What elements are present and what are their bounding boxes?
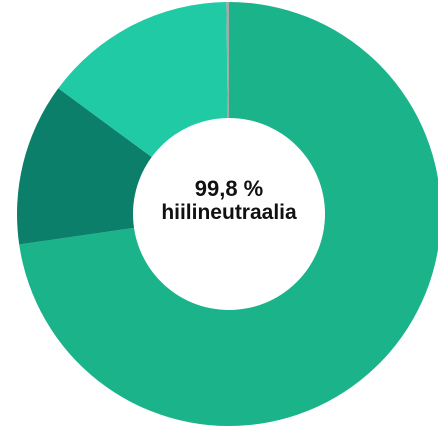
center-label: 99,8 % hiilineutraalia	[119, 176, 339, 225]
donut-slice-1	[19, 2, 438, 426]
center-text: hiilineutraalia	[161, 201, 297, 225]
center-value: 99,8 %	[194, 176, 264, 201]
donut-hole	[133, 118, 325, 310]
